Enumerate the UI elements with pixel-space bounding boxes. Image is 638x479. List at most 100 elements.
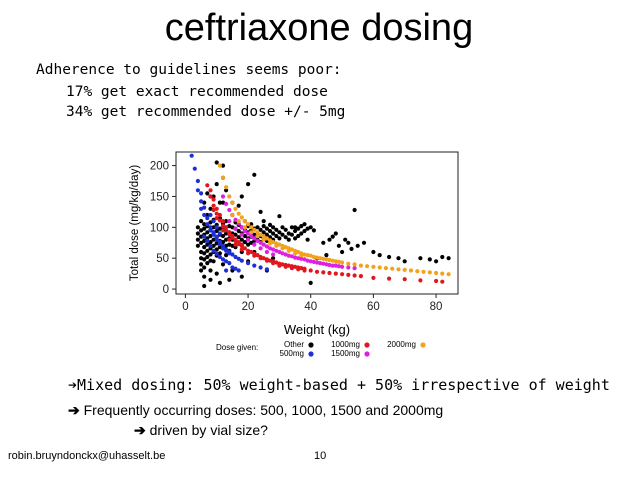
data-point-other bbox=[217, 280, 222, 285]
data-point-2000mg bbox=[327, 257, 332, 263]
data-point-2000mg bbox=[446, 272, 451, 277]
data-point-other bbox=[202, 238, 207, 243]
data-point-other bbox=[227, 277, 232, 282]
data-point-2000mg bbox=[230, 212, 235, 218]
data-point-500mg bbox=[236, 256, 241, 261]
data-point-1000mg bbox=[352, 273, 357, 278]
data-point-other bbox=[202, 283, 207, 289]
legend-label-1000mg: 1000mg bbox=[331, 340, 360, 349]
data-point-1500mg bbox=[318, 261, 323, 266]
data-point-other bbox=[302, 222, 307, 227]
data-point-2000mg bbox=[299, 253, 304, 258]
legend-dot-other bbox=[308, 342, 314, 348]
data-point-1000mg bbox=[261, 256, 266, 261]
legend-dot-1500mg bbox=[364, 351, 370, 357]
data-point-other bbox=[352, 207, 357, 213]
intro-text: Adherence to guidelines seems poor: bbox=[36, 62, 342, 78]
data-point-other bbox=[211, 259, 216, 264]
data-point-other bbox=[217, 200, 222, 205]
data-point-other bbox=[277, 236, 282, 241]
legend-title: Dose given: bbox=[216, 343, 258, 352]
data-point-2000mg bbox=[264, 236, 269, 241]
data-point-500mg bbox=[214, 251, 219, 256]
data-point-1000mg bbox=[205, 183, 210, 188]
data-point-2000mg bbox=[267, 238, 273, 243]
data-point-other bbox=[264, 226, 269, 231]
data-point-other bbox=[220, 233, 226, 239]
data-point-500mg bbox=[195, 188, 200, 193]
data-point-other bbox=[224, 219, 229, 224]
x-axis-ticks: 0 20 40 60 80 bbox=[182, 294, 442, 313]
arrow-right-icon: ➔ bbox=[134, 422, 146, 438]
data-point-1000mg bbox=[214, 216, 219, 221]
data-point-1000mg bbox=[224, 228, 229, 233]
data-point-other bbox=[371, 249, 376, 255]
data-point-500mg bbox=[246, 261, 251, 266]
data-point-2000mg bbox=[286, 248, 291, 253]
data-point-2000mg bbox=[274, 243, 279, 248]
data-point-1000mg bbox=[233, 242, 238, 247]
legend-label-2000mg: 2000mg bbox=[387, 340, 416, 349]
data-point-other bbox=[277, 230, 282, 235]
data-point-other bbox=[324, 253, 329, 258]
data-point-500mg bbox=[208, 212, 213, 218]
data-point-2000mg bbox=[246, 222, 251, 227]
data-point-2000mg bbox=[415, 269, 420, 274]
data-point-other bbox=[305, 237, 310, 242]
y-tick-label: 50 bbox=[156, 253, 169, 265]
data-point-other bbox=[396, 256, 401, 261]
data-point-1500mg bbox=[299, 256, 304, 261]
data-point-1000mg bbox=[227, 230, 232, 235]
data-point-1000mg bbox=[236, 240, 241, 245]
data-point-other bbox=[211, 194, 216, 199]
data-point-2000mg bbox=[340, 260, 345, 265]
data-point-1500mg bbox=[252, 236, 257, 241]
data-point-other bbox=[427, 257, 432, 262]
data-point-2000mg bbox=[336, 259, 341, 264]
data-point-other bbox=[211, 243, 216, 248]
bullet-text: Mixed dosing: 50% weight-based + 50% irr… bbox=[77, 376, 610, 394]
data-point-other bbox=[242, 240, 247, 245]
data-point-500mg bbox=[224, 259, 229, 264]
data-point-2000mg bbox=[217, 163, 222, 168]
x-tick-label: 80 bbox=[430, 301, 443, 313]
data-point-500mg bbox=[211, 248, 216, 253]
data-point-other bbox=[258, 227, 263, 232]
data-point-1000mg bbox=[296, 267, 301, 272]
data-point-other bbox=[361, 240, 367, 245]
data-point-1000mg bbox=[211, 203, 216, 208]
data-point-other bbox=[214, 182, 219, 187]
data-point-500mg bbox=[233, 254, 238, 260]
data-point-other bbox=[330, 234, 335, 239]
x-tick-label: 0 bbox=[182, 301, 188, 313]
data-point-2000mg bbox=[421, 269, 426, 274]
data-point-500mg bbox=[217, 254, 222, 260]
data-point-other bbox=[277, 214, 282, 219]
data-point-500mg bbox=[217, 241, 222, 247]
data-point-500mg bbox=[205, 216, 210, 221]
data-point-other bbox=[202, 251, 207, 256]
data-point-500mg bbox=[214, 225, 219, 230]
data-point-other bbox=[199, 234, 204, 239]
data-point-1000mg bbox=[208, 194, 213, 199]
data-point-1500mg bbox=[336, 264, 341, 269]
data-point-1500mg bbox=[220, 194, 226, 199]
data-point-1000mg bbox=[402, 277, 407, 282]
data-point-other bbox=[239, 194, 244, 199]
data-point-other bbox=[343, 237, 348, 242]
data-point-1000mg bbox=[387, 276, 392, 281]
data-point-other bbox=[199, 219, 204, 224]
data-point-other bbox=[246, 242, 251, 247]
data-point-1500mg bbox=[264, 249, 269, 255]
data-point-other bbox=[336, 243, 341, 248]
stat-exact-dose: 17% get exact recommended dose bbox=[66, 84, 328, 100]
stat-dose-tolerance: 34% get recommended dose +/- 5mg bbox=[66, 104, 346, 120]
data-point-1500mg bbox=[239, 225, 244, 230]
data-point-1500mg bbox=[224, 201, 229, 206]
data-point-other bbox=[267, 222, 273, 227]
data-point-other bbox=[246, 182, 251, 187]
data-point-2000mg bbox=[239, 215, 244, 220]
data-point-1000mg bbox=[246, 251, 251, 256]
dose-weight-scatter-chart: 0 50 100 150 200 0 20 40 60 80 Total dose (mg/kg… bbox=[129, 151, 459, 358]
data-point-2000mg bbox=[383, 266, 388, 271]
